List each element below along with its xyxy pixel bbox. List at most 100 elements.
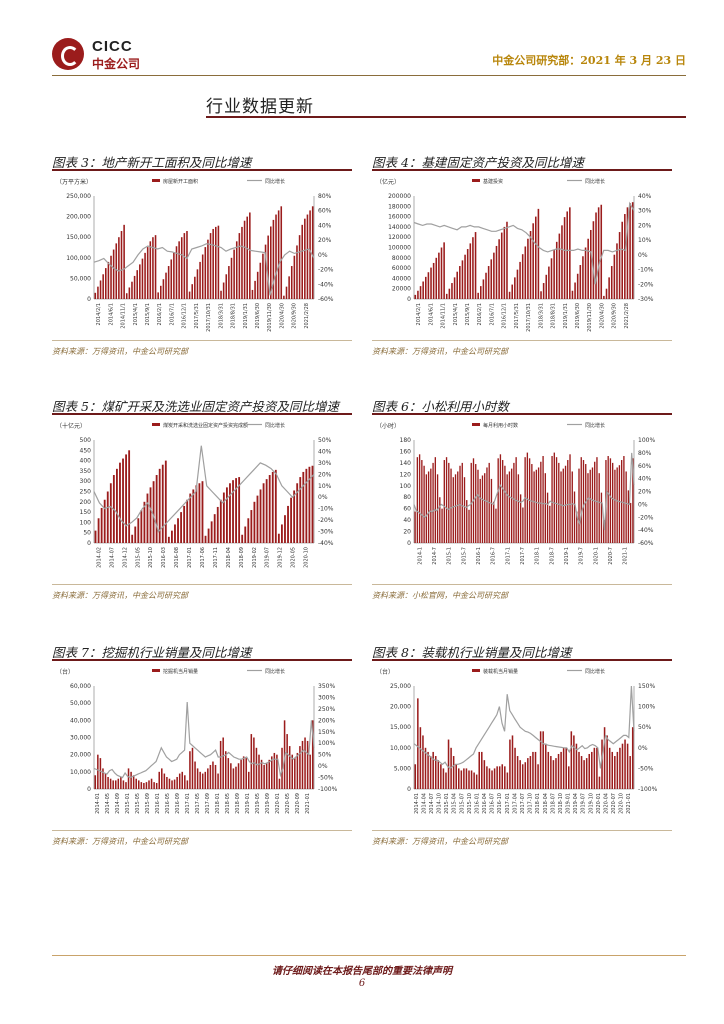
bar bbox=[603, 727, 606, 789]
bar bbox=[277, 210, 280, 299]
bar bbox=[427, 751, 429, 789]
chart-svg: （十亿元） 煤炭开采和洗选业固定资产投资完成额 同比增长 0 50 100 150 200 25… bbox=[56, 422, 334, 568]
y-right-tick-label: -20% bbox=[638, 514, 654, 521]
bar bbox=[477, 469, 479, 543]
bar bbox=[570, 731, 573, 789]
bar bbox=[154, 235, 157, 299]
bar bbox=[140, 782, 143, 789]
bar bbox=[270, 226, 272, 299]
bar bbox=[201, 481, 204, 543]
bar bbox=[306, 740, 309, 789]
bar bbox=[199, 771, 201, 789]
bar bbox=[189, 493, 192, 543]
bar bbox=[191, 747, 194, 789]
bar bbox=[123, 224, 125, 299]
bar bbox=[583, 760, 585, 789]
bar bbox=[97, 286, 99, 299]
bar bbox=[199, 261, 201, 299]
x-tick-label: 2020/9/30 bbox=[292, 303, 298, 329]
x-tick-label: 2020-10 bbox=[619, 793, 625, 814]
legend-swatch-bar bbox=[472, 179, 480, 182]
x-tick-label: 2014-12 bbox=[122, 547, 128, 568]
bar bbox=[143, 501, 146, 543]
bar bbox=[607, 456, 609, 543]
x-tick-label: 2015-09 bbox=[145, 793, 151, 814]
y-right-tick-label: 150% bbox=[318, 729, 335, 736]
bar bbox=[575, 743, 578, 789]
bar bbox=[588, 753, 590, 789]
x-tick-label: 2014/2/1 bbox=[416, 303, 422, 325]
y-right-tick-label: 150% bbox=[638, 683, 655, 690]
y-left-tick-label: 60 bbox=[403, 506, 411, 513]
growth-line bbox=[413, 452, 635, 531]
bar bbox=[594, 461, 596, 543]
bar bbox=[128, 287, 131, 299]
x-tick-label: 2020-07 bbox=[611, 793, 617, 814]
x-tick-label: 2020/4/30 bbox=[599, 303, 605, 329]
bar bbox=[524, 246, 527, 299]
bar bbox=[603, 520, 605, 543]
x-tick-label: 2014-09 bbox=[115, 793, 121, 814]
bar bbox=[616, 751, 619, 789]
bar bbox=[105, 268, 107, 299]
y-right-tick-label: -60% bbox=[318, 296, 334, 303]
bar bbox=[495, 508, 497, 543]
bar bbox=[160, 285, 162, 299]
bar bbox=[139, 264, 141, 299]
y-left-tick-label: 20 bbox=[403, 529, 411, 536]
x-tick-label: 2014/2/1 bbox=[96, 303, 102, 325]
bar bbox=[455, 764, 457, 789]
y-left-tick-label: 200,000 bbox=[66, 214, 91, 221]
bar bbox=[576, 273, 579, 299]
bar bbox=[110, 255, 112, 299]
x-tick-label: 2014-7 bbox=[432, 547, 438, 565]
y-left-tick-label: 25,000 bbox=[390, 683, 411, 690]
bar bbox=[593, 747, 596, 789]
x-tick-label: 2014/6/1 bbox=[108, 303, 114, 325]
bar bbox=[540, 291, 542, 299]
bar bbox=[122, 458, 124, 543]
x-tick-label: 2021-01 bbox=[626, 793, 632, 814]
legend-label-line: 同比增长 bbox=[585, 422, 605, 429]
bar bbox=[192, 489, 195, 543]
x-tick-label: 2016/7/1 bbox=[169, 303, 175, 325]
bar bbox=[463, 477, 466, 543]
y-left-tick-label: 160000 bbox=[388, 214, 411, 221]
bar bbox=[563, 217, 566, 299]
unit-label: （十亿元） bbox=[56, 422, 86, 430]
bar bbox=[155, 475, 158, 543]
bar bbox=[553, 452, 555, 543]
bar bbox=[198, 483, 201, 543]
bar bbox=[107, 261, 110, 299]
bar bbox=[493, 501, 495, 543]
bar bbox=[475, 464, 477, 543]
bar bbox=[603, 295, 605, 299]
bar bbox=[460, 770, 463, 789]
bar bbox=[97, 518, 100, 543]
x-tick-label: 2015-10 bbox=[467, 793, 473, 814]
bar bbox=[271, 471, 274, 543]
bar bbox=[222, 282, 225, 299]
bar bbox=[567, 460, 569, 543]
y-left-tick-label: 500 bbox=[80, 437, 92, 444]
bar bbox=[534, 751, 537, 789]
bar bbox=[442, 768, 445, 789]
bar bbox=[450, 468, 452, 543]
x-tick-label: 2019-07 bbox=[265, 547, 271, 568]
x-tick-label: 2017-1 bbox=[505, 547, 511, 565]
legend-label-bar: 房屋新开工面积 bbox=[163, 178, 198, 185]
x-tick-label: 2020-01 bbox=[275, 793, 281, 814]
x-tick-label: 2020-01 bbox=[596, 793, 602, 814]
legend-label-line: 同比增长 bbox=[265, 422, 285, 429]
y-right-tick-label: 40% bbox=[638, 476, 652, 483]
bar bbox=[164, 460, 167, 543]
x-tick-label: 2014-05 bbox=[105, 793, 111, 814]
bar bbox=[183, 233, 186, 299]
y-left-tick-label: 5,000 bbox=[394, 765, 411, 772]
bar bbox=[427, 471, 430, 543]
bar bbox=[551, 456, 553, 543]
y-right-tick-label: 0% bbox=[638, 745, 648, 752]
bar bbox=[565, 747, 567, 789]
x-tick-label: 2016-04 bbox=[482, 793, 488, 814]
bar bbox=[220, 290, 222, 299]
